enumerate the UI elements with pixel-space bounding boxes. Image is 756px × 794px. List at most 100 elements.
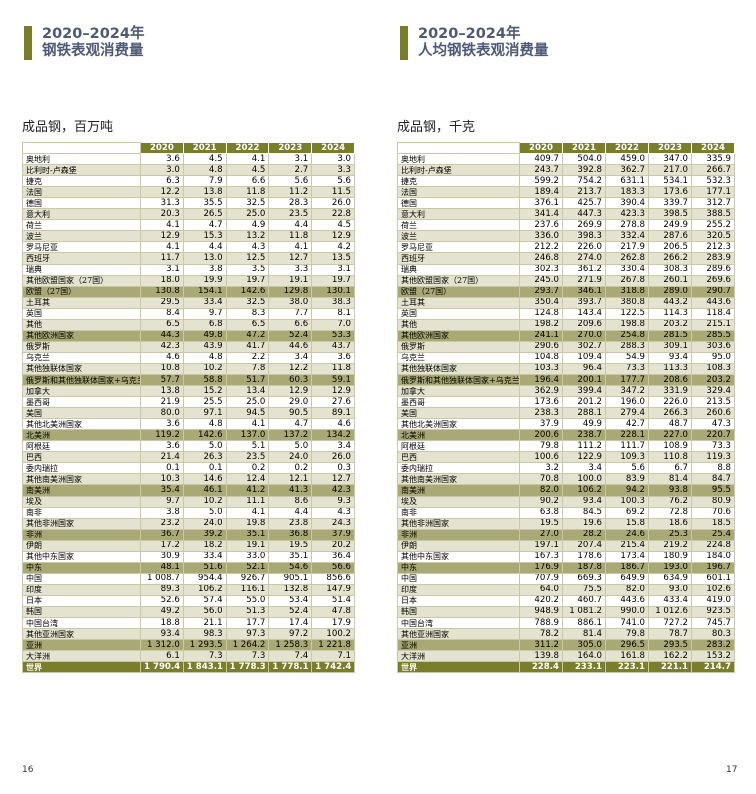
cell-value: 1 008.7 <box>140 572 184 585</box>
cell-value: 17.4 <box>268 617 313 630</box>
left-title-line1: 2020–2024年 <box>42 26 145 42</box>
row-label: 美国 <box>22 407 141 420</box>
cell-value: 42.7 <box>605 418 649 431</box>
cell-value: 80.3 <box>691 628 735 641</box>
cell-value: 7.9 <box>182 175 227 188</box>
row-label: 意大利 <box>397 208 520 221</box>
table-row: 罗马尼亚 4.1 4.4 4.3 4.1 4.2 <box>22 241 355 254</box>
cell-value: 6.6 <box>225 175 270 188</box>
cell-value: 26.0 <box>311 451 355 464</box>
cell-value: 46.1 <box>182 484 227 497</box>
row-label: 埃及 <box>22 495 141 508</box>
cell-value: 200.6 <box>519 429 563 442</box>
row-label: 捷克 <box>397 175 520 188</box>
table-row: 其他南美洲国家 10.3 14.6 12.4 12.1 12.7 <box>22 473 355 486</box>
row-label: 大洋洲 <box>22 650 141 663</box>
cell-value: 6.1 <box>140 650 184 663</box>
cell-value: 217.9 <box>605 241 649 254</box>
cell-value: 5.6 <box>268 175 313 188</box>
cell-value: 176.9 <box>519 561 563 574</box>
cell-value: 12.9 <box>268 385 313 398</box>
table-row: 墨西哥 173.6 201.2 196.0 226.0 213.5 <box>397 396 735 409</box>
cell-value: 51.4 <box>311 594 355 607</box>
subtotal-row: 欧盟（27国） 130.8 154.1 142.6 129.8 130.1 <box>22 285 355 298</box>
column-header: 2024 <box>691 141 735 155</box>
cell-value: 954.4 <box>182 572 227 585</box>
cell-value: 82.0 <box>605 583 649 596</box>
cell-value: 707.9 <box>519 572 563 585</box>
cell-value: 108.9 <box>648 440 692 453</box>
cell-value: 335.9 <box>691 153 735 166</box>
row-label: 非洲 <box>22 528 141 541</box>
row-label: 德国 <box>22 197 141 210</box>
cell-value: 178.6 <box>562 550 606 563</box>
cell-value: 37.9 <box>519 418 563 431</box>
row-label: 其他亚洲国家 <box>397 628 520 641</box>
row-label: 其他北美洲国家 <box>22 418 141 431</box>
cell-value: 113.3 <box>648 362 692 375</box>
cell-value: 29.0 <box>268 396 313 409</box>
left-page-number: 16 <box>22 765 34 775</box>
cell-value: 274.0 <box>562 252 606 265</box>
subtotal-row: 南美洲 82.0 106.2 94.2 93.8 95.5 <box>397 484 735 497</box>
row-label: 德国 <box>397 197 520 210</box>
cell-value: 52.4 <box>268 329 313 342</box>
right-page-number: 17 <box>726 765 738 775</box>
row-label: 其他独联体国家 <box>397 362 520 375</box>
cell-value: 601.1 <box>691 572 735 585</box>
cell-value: 262.8 <box>605 252 649 265</box>
cell-value: 43.7 <box>311 340 355 353</box>
cell-value: 26.3 <box>182 451 227 464</box>
table-row: 伊朗 197.1 207.4 215.4 219.2 224.8 <box>397 539 735 552</box>
cell-value: 70.6 <box>691 506 735 519</box>
table-row: 其他中东国家 30.9 33.4 33.0 35.1 36.4 <box>22 550 355 563</box>
cell-value: 266.3 <box>648 407 692 420</box>
cell-value: 110.8 <box>648 451 692 464</box>
cell-value: 254.8 <box>605 329 649 342</box>
cell-value: 312.7 <box>691 197 735 210</box>
cell-value: 72.8 <box>648 506 692 519</box>
cell-value: 18.2 <box>182 539 227 552</box>
table-row: 乌克兰 4.6 4.8 2.2 3.4 3.6 <box>22 351 355 364</box>
cell-value: 634.9 <box>648 572 692 585</box>
cell-value: 57.4 <box>182 594 227 607</box>
cell-value: 198.2 <box>519 318 563 331</box>
table-row: 俄罗斯 42.3 43.9 41.7 44.6 43.7 <box>22 340 355 353</box>
table-row: 法国 12.2 13.8 11.8 11.2 11.5 <box>22 186 355 199</box>
cell-value: 255.2 <box>691 219 735 232</box>
cell-value: 147.9 <box>311 583 355 596</box>
header-blank <box>22 141 141 155</box>
cell-value: 3.0 <box>140 164 184 177</box>
table-row: 大洋洲 139.8 164.0 161.8 162.2 153.2 <box>397 650 735 663</box>
cell-value: 44.6 <box>268 340 313 353</box>
row-label: 日本 <box>397 594 520 607</box>
cell-value: 13.5 <box>311 252 355 265</box>
subtotal-row: 北美洲 200.6 238.7 228.1 227.0 220.7 <box>397 429 735 442</box>
cell-value: 311.2 <box>519 639 563 652</box>
subtotal-row: 俄罗斯和其他独联体国家+乌克兰 196.4 200.1 177.7 208.6 203.2 <box>397 373 735 387</box>
row-label: 法国 <box>397 186 520 199</box>
row-label: 伊朗 <box>22 539 141 552</box>
row-label: 中国 <box>397 572 520 585</box>
cell-value: 106.2 <box>562 484 606 497</box>
cell-value: 393.7 <box>562 296 606 309</box>
cell-value: 39.2 <box>182 528 227 541</box>
cell-value: 283.2 <box>691 639 735 652</box>
cell-value: 187.8 <box>562 561 606 574</box>
table-row: 奥地利 409.7 504.0 459.0 347.0 335.9 <box>397 153 735 166</box>
cell-value: 93.4 <box>140 628 184 641</box>
cell-value: 361.2 <box>562 263 606 276</box>
cell-value: 6.3 <box>140 175 184 188</box>
cell-value: 7.0 <box>311 318 355 331</box>
cell-value: 10.2 <box>182 495 227 508</box>
cell-value: 290.7 <box>691 285 735 298</box>
cell-value: 279.4 <box>605 407 649 420</box>
cell-value: 56.0 <box>182 605 227 619</box>
row-label: 中国台湾 <box>22 617 141 630</box>
cell-value: 283.9 <box>691 252 735 265</box>
cell-value: 4.1 <box>140 241 184 254</box>
cell-value: 203.2 <box>691 373 735 387</box>
cell-value: 18.5 <box>691 517 735 530</box>
cell-value: 4.3 <box>225 241 270 254</box>
cell-value: 58.8 <box>182 373 227 387</box>
